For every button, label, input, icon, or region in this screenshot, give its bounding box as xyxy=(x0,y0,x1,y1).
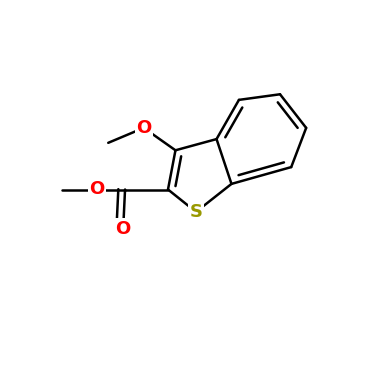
Text: S: S xyxy=(189,203,203,221)
Text: methoxy: methoxy xyxy=(77,136,132,149)
Text: O: O xyxy=(116,220,131,238)
Text: O: O xyxy=(89,180,105,199)
Text: O: O xyxy=(136,119,151,137)
